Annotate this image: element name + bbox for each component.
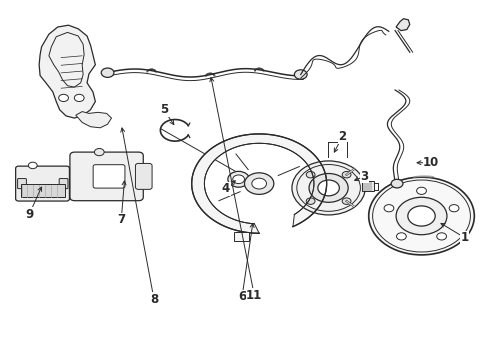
- Circle shape: [308, 174, 347, 202]
- Polygon shape: [76, 112, 111, 128]
- Circle shape: [436, 233, 446, 240]
- Circle shape: [342, 198, 350, 204]
- Circle shape: [74, 94, 84, 102]
- Circle shape: [407, 206, 434, 226]
- Circle shape: [305, 198, 314, 204]
- Circle shape: [59, 94, 68, 102]
- Text: 10: 10: [422, 156, 439, 169]
- Text: 9: 9: [25, 208, 33, 221]
- FancyBboxPatch shape: [361, 181, 373, 191]
- Circle shape: [368, 177, 473, 255]
- Circle shape: [294, 70, 306, 79]
- FancyBboxPatch shape: [234, 231, 248, 240]
- Text: 2: 2: [338, 130, 346, 143]
- Polygon shape: [191, 134, 326, 233]
- Text: 6: 6: [238, 291, 245, 303]
- Text: 7: 7: [117, 213, 125, 226]
- Circle shape: [227, 171, 249, 187]
- Polygon shape: [39, 25, 95, 118]
- Circle shape: [28, 162, 37, 169]
- Circle shape: [251, 178, 266, 189]
- Text: 1: 1: [460, 231, 468, 244]
- FancyBboxPatch shape: [59, 179, 68, 189]
- Text: 5: 5: [160, 103, 167, 116]
- Circle shape: [291, 161, 365, 215]
- Text: 11: 11: [245, 289, 262, 302]
- FancyBboxPatch shape: [93, 165, 125, 188]
- Circle shape: [101, 68, 114, 77]
- Circle shape: [390, 179, 402, 188]
- Circle shape: [448, 204, 458, 212]
- Circle shape: [244, 173, 273, 194]
- Circle shape: [94, 148, 104, 156]
- Text: 3: 3: [360, 170, 367, 183]
- FancyBboxPatch shape: [70, 152, 143, 201]
- Circle shape: [317, 180, 339, 196]
- Circle shape: [396, 233, 406, 240]
- Circle shape: [232, 175, 244, 184]
- Circle shape: [416, 187, 426, 194]
- FancyBboxPatch shape: [18, 179, 26, 189]
- Circle shape: [342, 171, 350, 178]
- Text: 4: 4: [222, 183, 229, 195]
- Circle shape: [383, 204, 393, 212]
- FancyBboxPatch shape: [20, 184, 64, 197]
- FancyBboxPatch shape: [135, 163, 152, 189]
- Polygon shape: [395, 19, 409, 31]
- FancyBboxPatch shape: [16, 166, 69, 201]
- Circle shape: [305, 171, 314, 178]
- Text: 8: 8: [150, 293, 158, 306]
- Circle shape: [395, 197, 446, 235]
